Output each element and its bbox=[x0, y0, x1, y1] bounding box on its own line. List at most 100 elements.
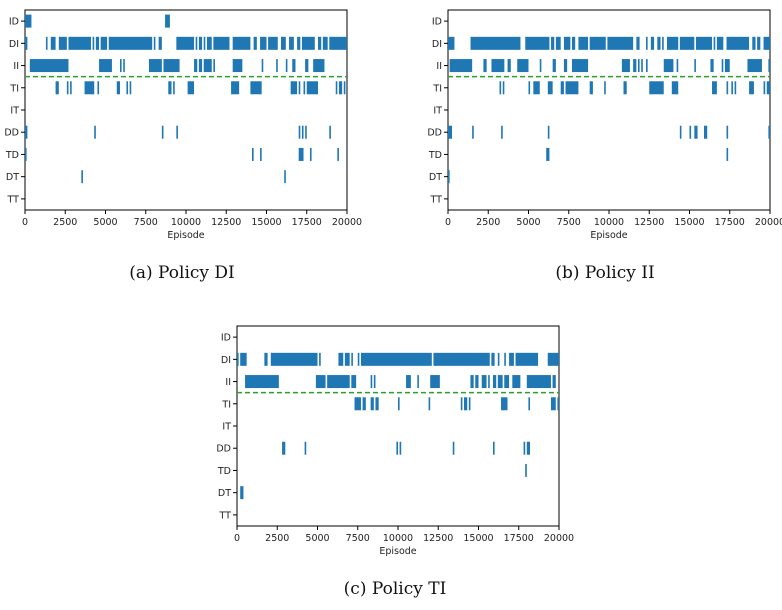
event-bar-ti bbox=[398, 397, 400, 411]
event-bar-ii bbox=[292, 59, 296, 73]
event-bar-dd bbox=[305, 125, 307, 139]
event-bar-ii bbox=[99, 59, 112, 73]
event-bar-ii bbox=[571, 59, 589, 73]
event-bar-dd bbox=[452, 441, 455, 455]
event-bar-dd bbox=[492, 441, 495, 455]
event-bar-ti bbox=[726, 81, 729, 95]
event-bar-ii bbox=[245, 375, 279, 389]
event-bar-di bbox=[301, 36, 315, 50]
event-bar-di bbox=[713, 36, 716, 50]
subplot-policy-ti: ID DI II TI IT DD TD DT TT 0 2500 5000 7500 10000 125… bbox=[216, 325, 574, 599]
event-bar-ti bbox=[557, 397, 559, 411]
event-bars bbox=[25, 14, 347, 184]
event-bar-di bbox=[92, 36, 95, 50]
event-bar-ti bbox=[55, 81, 59, 95]
event-bar-di bbox=[270, 352, 318, 366]
event-bar-ii bbox=[539, 59, 542, 73]
x-axis-label: Episode bbox=[590, 230, 627, 241]
event-bar-ii bbox=[637, 59, 640, 73]
y-tick-label: DT bbox=[218, 488, 231, 499]
event-bar-dd bbox=[501, 125, 503, 139]
event-bar-id bbox=[165, 14, 170, 28]
event-bar-di bbox=[95, 36, 100, 50]
event-bar-di bbox=[264, 352, 268, 366]
event-bar-ii bbox=[488, 375, 490, 389]
event-bar-ti bbox=[460, 397, 463, 411]
event-bar-ti bbox=[501, 397, 508, 411]
x-tick-label: 15000 bbox=[463, 533, 493, 544]
y-tick-label: II bbox=[13, 61, 19, 72]
x-tick-label: 7500 bbox=[134, 217, 158, 228]
event-bar-ti bbox=[550, 397, 556, 411]
subplot-caption: (a) Policy DI bbox=[129, 263, 235, 283]
event-bar-ii bbox=[552, 59, 556, 73]
y-tick-label: DD bbox=[4, 128, 19, 139]
y-tick-label: TI bbox=[221, 399, 231, 410]
x-tick-label: 20000 bbox=[544, 533, 574, 544]
event-bar-td bbox=[298, 147, 304, 161]
y-tick-label: TT bbox=[7, 194, 20, 205]
event-bar-di bbox=[50, 36, 56, 50]
x-tick-label: 2500 bbox=[476, 217, 500, 228]
y-tick-label: DT bbox=[429, 172, 442, 183]
y-tick-label: IT bbox=[433, 106, 442, 117]
subplot-policy-di: ID DI II TI IT DD TD DT TT 0 2500 5000 7500 10000 125… bbox=[4, 9, 362, 283]
event-bar-ti bbox=[129, 81, 132, 95]
event-bar-ii bbox=[194, 59, 198, 73]
event-bar-di bbox=[195, 36, 198, 50]
event-bar-ii bbox=[163, 59, 180, 73]
x-tick-label: 20000 bbox=[755, 217, 782, 228]
event-bar-dd bbox=[523, 441, 526, 455]
event-bar-ii bbox=[327, 375, 350, 389]
event-bars bbox=[237, 352, 559, 500]
event-bar-ii bbox=[492, 375, 497, 389]
event-bar-di bbox=[763, 36, 770, 50]
event-bar-ti bbox=[354, 397, 361, 411]
y-tick-label: ID bbox=[432, 17, 442, 28]
event-bar-di bbox=[563, 36, 571, 50]
y-tick-label: DD bbox=[427, 128, 442, 139]
event-bar-di bbox=[525, 36, 550, 50]
event-bar-ti bbox=[671, 81, 679, 95]
event-bar-dd bbox=[703, 125, 708, 139]
event-bar-di bbox=[509, 352, 514, 366]
event-bar-di bbox=[232, 36, 251, 50]
event-bars bbox=[448, 36, 770, 184]
event-bar-ti bbox=[231, 81, 240, 95]
event-bar-ii bbox=[621, 59, 630, 73]
event-bar-ti bbox=[468, 397, 471, 411]
y-tick-label: IT bbox=[10, 106, 19, 117]
event-bar-di bbox=[646, 36, 648, 50]
event-bar-ti bbox=[250, 81, 262, 95]
event-bar-ii bbox=[373, 375, 376, 389]
event-bar-ii bbox=[29, 59, 69, 73]
x-tick-label: 0 bbox=[22, 217, 28, 228]
event-bar-ii bbox=[313, 59, 325, 73]
event-bar-td bbox=[337, 147, 339, 161]
event-bar-di bbox=[268, 36, 278, 50]
x-tick-label: 10000 bbox=[383, 533, 413, 544]
event-bar-ti bbox=[187, 81, 195, 95]
event-bar-ii bbox=[641, 59, 643, 73]
event-bar-ti bbox=[749, 81, 754, 95]
event-bar-di bbox=[25, 36, 28, 50]
event-bar-di bbox=[100, 36, 108, 50]
x-axis: 0 2500 5000 7500 10000 12500 15000 17500 20000 bbox=[445, 210, 782, 228]
event-bar-dd bbox=[396, 441, 398, 455]
event-bar-ti bbox=[547, 81, 553, 95]
event-bar-ti bbox=[589, 81, 593, 95]
y-tick-label: DD bbox=[216, 444, 231, 455]
event-bar-di bbox=[695, 36, 713, 50]
event-bar-di bbox=[153, 36, 156, 50]
event-bar-di bbox=[357, 352, 360, 366]
event-bar-di bbox=[757, 36, 761, 50]
x-axis: 0 2500 5000 7500 10000 12500 15000 17500 20000 bbox=[234, 526, 574, 544]
x-tick-label: 5000 bbox=[516, 217, 540, 228]
x-tick-label: 12500 bbox=[634, 217, 664, 228]
event-bar-dt bbox=[81, 170, 83, 184]
event-bar-di bbox=[158, 36, 162, 50]
event-bar-ii bbox=[512, 375, 521, 389]
x-axis: 0 2500 5000 7500 10000 12500 15000 17500 20000 bbox=[22, 210, 362, 228]
event-bar-ii bbox=[724, 59, 730, 73]
event-bar-ii bbox=[491, 59, 505, 73]
